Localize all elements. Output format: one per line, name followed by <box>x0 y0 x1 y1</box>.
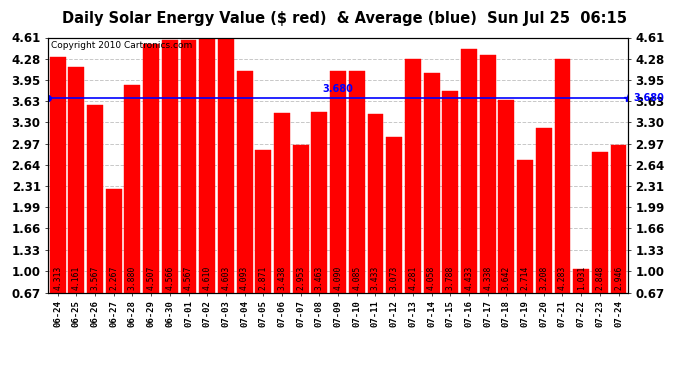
Bar <box>274 113 290 292</box>
Text: 4.507: 4.507 <box>147 266 156 290</box>
Bar <box>68 66 84 292</box>
Bar <box>368 114 384 292</box>
Text: 4.567: 4.567 <box>184 266 193 290</box>
Bar <box>555 58 571 292</box>
Bar <box>293 145 308 292</box>
Bar <box>386 137 402 292</box>
Bar <box>498 100 514 292</box>
Text: 3.788: 3.788 <box>446 266 455 290</box>
Text: 4.281: 4.281 <box>408 266 417 290</box>
Text: 4.093: 4.093 <box>240 266 249 290</box>
Text: 3.880: 3.880 <box>128 266 137 290</box>
Bar <box>461 49 477 292</box>
Bar <box>124 85 140 292</box>
Text: 3.073: 3.073 <box>390 266 399 290</box>
Bar <box>218 38 234 292</box>
Bar <box>199 38 215 292</box>
Text: Copyright 2010 Cartronics.com: Copyright 2010 Cartronics.com <box>51 41 193 50</box>
Text: 3.433: 3.433 <box>371 266 380 290</box>
Bar <box>311 112 327 292</box>
Text: 4.603: 4.603 <box>221 266 230 290</box>
Bar <box>517 160 533 292</box>
Text: 4.338: 4.338 <box>483 266 492 290</box>
Bar <box>592 152 608 292</box>
Text: 3.680: 3.680 <box>633 93 664 103</box>
Bar <box>536 128 552 292</box>
Text: Daily Solar Energy Value ($ red)  & Average (blue)  Sun Jul 25  06:15: Daily Solar Energy Value ($ red) & Avera… <box>63 11 627 26</box>
Text: 4.161: 4.161 <box>72 266 81 290</box>
Bar <box>611 145 627 292</box>
Text: 4.610: 4.610 <box>203 266 212 290</box>
Text: 2.267: 2.267 <box>109 266 118 290</box>
Text: 3.567: 3.567 <box>90 266 99 290</box>
Bar <box>573 269 589 292</box>
Text: 2.848: 2.848 <box>595 266 604 290</box>
Text: 3.208: 3.208 <box>540 266 549 290</box>
Text: 3.642: 3.642 <box>502 266 511 290</box>
Text: 2.714: 2.714 <box>520 266 529 290</box>
Text: 2.946: 2.946 <box>614 266 623 290</box>
Bar <box>405 59 421 292</box>
Text: 4.566: 4.566 <box>166 266 175 290</box>
Bar <box>255 150 271 292</box>
Bar <box>424 73 440 292</box>
Bar <box>349 72 365 292</box>
Bar <box>106 189 121 292</box>
Bar <box>144 44 159 292</box>
Bar <box>330 71 346 292</box>
Bar <box>480 55 495 292</box>
Text: 1.031: 1.031 <box>577 266 586 290</box>
Text: 3.438: 3.438 <box>277 266 286 290</box>
Text: 3.680: 3.680 <box>323 84 353 94</box>
Text: 3.463: 3.463 <box>315 266 324 290</box>
Text: 2.953: 2.953 <box>296 266 305 290</box>
Text: 4.313: 4.313 <box>53 266 62 290</box>
Text: 4.283: 4.283 <box>558 266 567 290</box>
Bar <box>181 40 197 292</box>
Text: 4.433: 4.433 <box>464 266 473 290</box>
Text: 4.085: 4.085 <box>353 266 362 290</box>
Bar <box>442 91 458 292</box>
Text: 2.871: 2.871 <box>259 266 268 290</box>
Bar <box>87 105 103 292</box>
Bar <box>162 40 178 292</box>
Bar <box>237 71 253 292</box>
Bar <box>50 57 66 292</box>
Text: 4.090: 4.090 <box>333 266 343 290</box>
Text: 4.058: 4.058 <box>427 266 436 290</box>
